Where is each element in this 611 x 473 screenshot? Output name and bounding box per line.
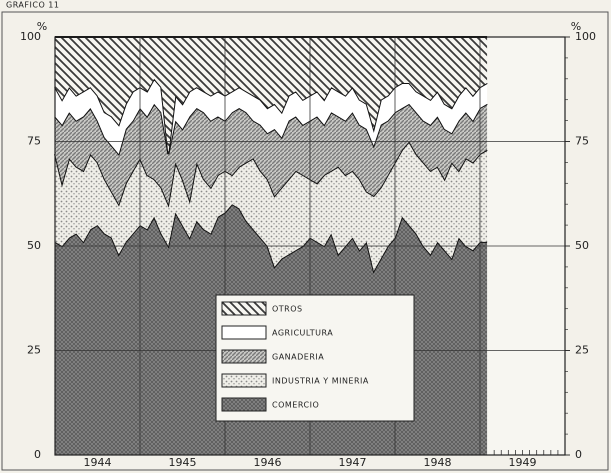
y-tick-label-right: 0	[575, 448, 582, 461]
x-tick-label: 1944	[84, 456, 112, 469]
legend-swatch	[221, 325, 267, 340]
plot-border	[54, 36, 566, 456]
x-tick-label: 1946	[254, 456, 282, 469]
legend-swatch	[221, 301, 267, 316]
legend-label: COMERCIO	[272, 401, 319, 410]
frame	[1, 11, 609, 471]
area	[55, 103, 488, 205]
legend-label: INDUSTRIA Y MINERIA	[272, 377, 369, 386]
legend-label: AGRICULTURA	[272, 329, 333, 338]
x-tick-label: 1947	[339, 456, 367, 469]
y-tick-label-right: 75	[575, 135, 589, 148]
figure-label: GRAFICO 11	[6, 1, 59, 10]
legend-swatch	[221, 373, 267, 388]
y-tick-label: 100	[20, 30, 41, 43]
area	[55, 141, 488, 272]
y-tick-label: 75	[27, 135, 41, 148]
area	[55, 37, 488, 155]
x-tick-label: 1949	[509, 456, 537, 469]
y-tick-label-right: 100	[575, 30, 596, 43]
y-tick-label-right: 25	[575, 344, 589, 357]
legend-swatch	[221, 397, 267, 412]
y-unit-right: %	[571, 20, 581, 33]
y-tick-label: 25	[27, 344, 41, 357]
y-unit-left: %	[37, 20, 47, 33]
y-tick-label: 0	[34, 448, 41, 461]
legend-swatch	[221, 349, 267, 364]
legend-label: OTROS	[272, 305, 303, 314]
y-tick-label-right: 50	[575, 239, 589, 252]
legend-label: GANADERIA	[272, 353, 324, 362]
y-tick-label: 50	[27, 239, 41, 252]
x-tick-label: 1948	[424, 456, 452, 469]
x-tick-label: 1945	[169, 456, 197, 469]
area	[55, 78, 488, 155]
